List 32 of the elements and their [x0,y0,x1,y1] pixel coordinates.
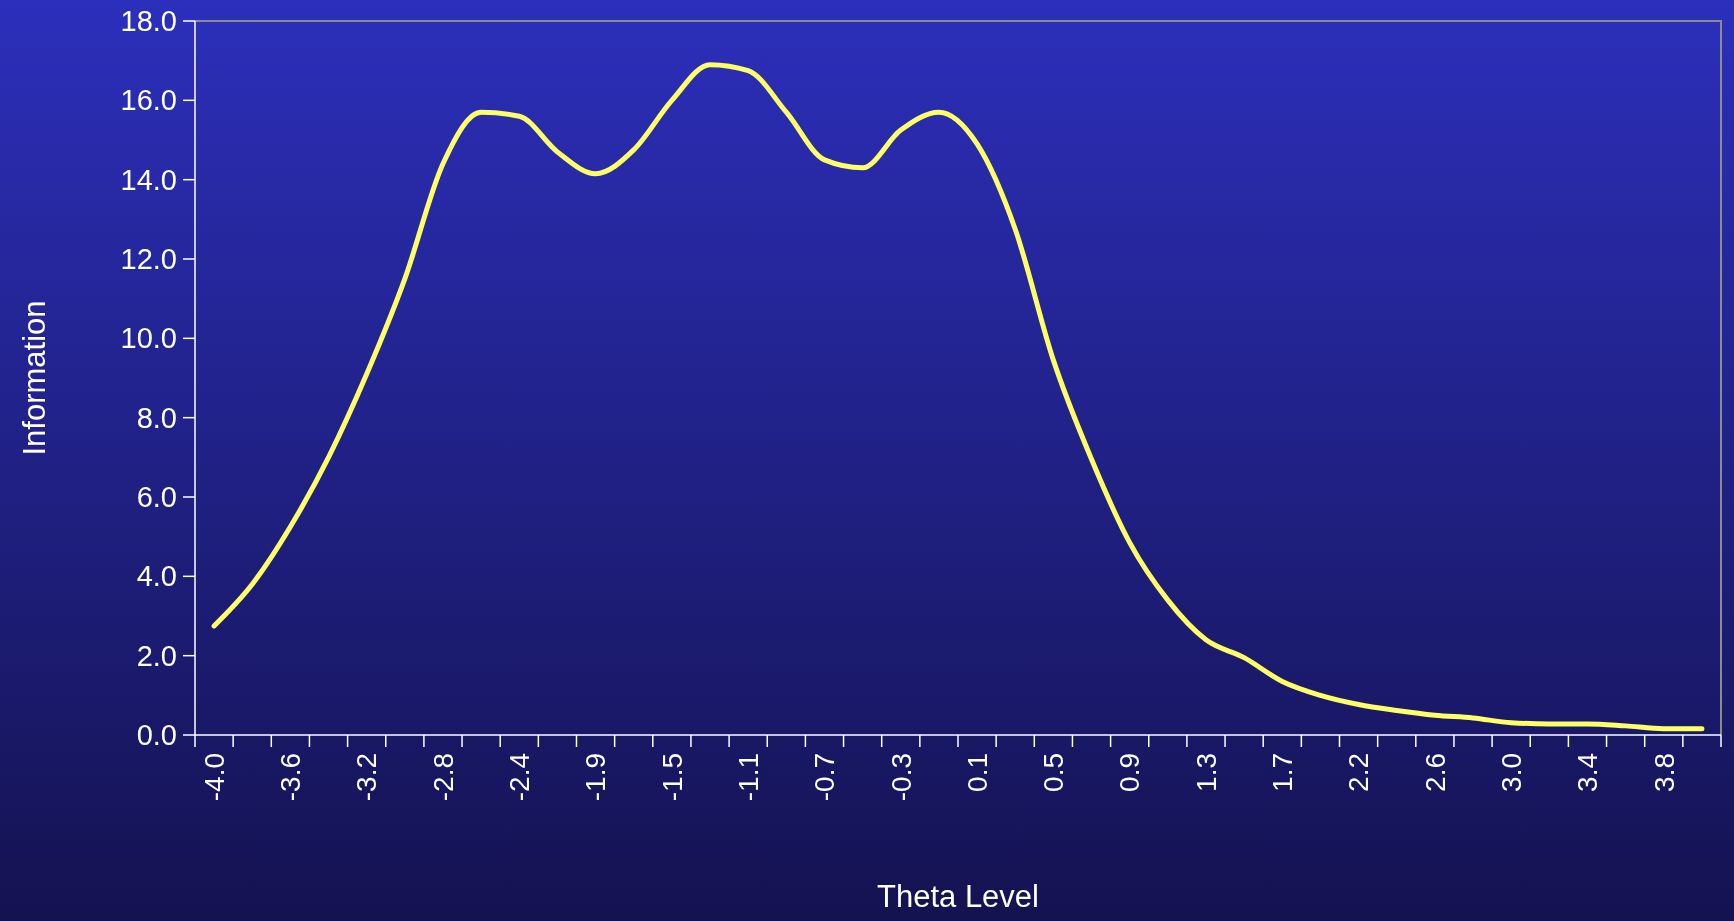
y-tick-label: 18.0 [120,5,177,38]
y-tick-label: 10.0 [120,322,177,355]
y-tick-label: 0.0 [136,719,177,752]
x-tick-label: 3.8 [1648,753,1680,792]
y-tick-label: 16.0 [120,84,177,117]
x-tick-label: 3.0 [1495,753,1527,792]
x-tick-label: -0.7 [809,753,841,802]
x-tick-label: 3.4 [1572,753,1604,792]
x-axis-title: Theta Level [877,879,1039,914]
x-tick-label: -2.4 [504,753,536,802]
x-tick-label: -3.2 [351,753,383,802]
x-tick-label: 0.9 [1114,753,1146,792]
y-tick-label: 4.0 [136,560,177,593]
y-tick-label: 8.0 [136,401,177,434]
x-tick-label: 1.3 [1190,753,1222,792]
y-axis-title: Information [17,300,52,456]
x-tick-label: 2.6 [1419,753,1451,792]
y-tick-label: 12.0 [120,243,177,276]
x-tick-label: -1.5 [656,753,688,802]
y-tick-label: 14.0 [120,163,177,196]
x-tick-label: -0.3 [885,753,917,802]
x-tick-label: 0.5 [1038,753,1070,792]
x-tick-label: -1.1 [732,753,764,802]
y-tick-label: 6.0 [136,481,177,514]
x-tick-label: -2.8 [427,753,459,802]
x-tick-label: -1.9 [580,753,612,802]
x-tick-label: -3.6 [275,753,307,802]
y-tick-label: 2.0 [136,639,177,672]
x-tick-label: 2.2 [1343,753,1375,792]
x-tick-label: 1.7 [1267,753,1299,792]
x-tick-label: 0.1 [961,753,993,792]
x-tick-label: -4.0 [198,753,230,802]
